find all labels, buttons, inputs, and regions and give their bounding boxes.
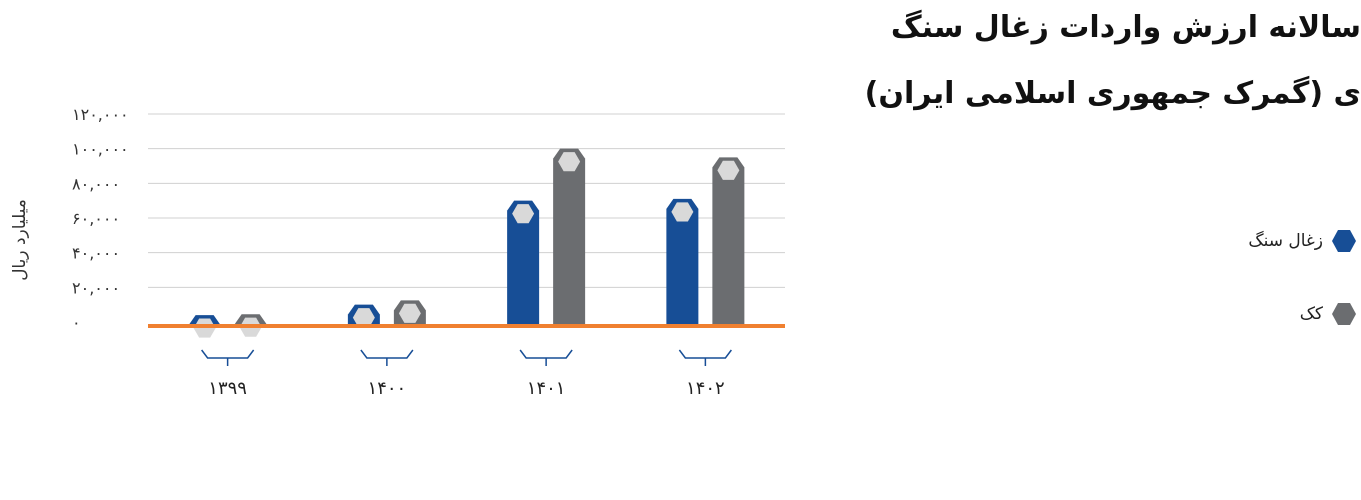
legend-item-coke: کک <box>1300 302 1357 326</box>
y-tick-label: ۸۰,۰۰۰ <box>72 174 120 193</box>
chart-title-line-1: سالانه ارزش واردات زغال سنگ <box>890 10 1361 45</box>
y-tick-label: ۶۰,۰۰۰ <box>72 209 120 228</box>
chart-title-line-2: ی (گمرک جمهوری اسلامی ایران) <box>864 76 1361 111</box>
hexagon-icon <box>1332 303 1356 325</box>
x-tick-label: ۱۴۰۰ <box>368 378 407 399</box>
x-tick-label: ۱۴۰۱ <box>527 378 566 399</box>
bar-coke <box>553 148 586 324</box>
y-tick-label: ۴۰,۰۰۰ <box>72 244 120 263</box>
bar-cap-hexagon <box>558 152 581 172</box>
y-tick-label: ۱۲۰,۰۰۰ <box>72 105 129 124</box>
legend-label-coal: زغال سنگ <box>1248 231 1323 251</box>
hexagon-icon <box>1332 230 1356 252</box>
x-tick-bracket <box>678 349 732 366</box>
y-tick-labels: ۰ ۲۰,۰۰۰ ۴۰,۰۰۰ ۶۰,۰۰۰ ۸۰,۰۰۰ ۱۰۰,۰۰۰ ۱۲۰,۰۰۰ <box>72 105 129 332</box>
x-tick-bracket <box>201 349 255 366</box>
bar-cap-hexagon <box>512 204 535 224</box>
bar-coke <box>712 157 745 324</box>
bar-coal <box>507 200 540 324</box>
y-tick-label: ۲۰,۰۰۰ <box>72 278 120 297</box>
x-tick-label: ۱۴۰۲ <box>686 378 725 399</box>
y-tick-label: ۱۰۰,۰۰۰ <box>72 140 129 159</box>
bar-cap-hexagon <box>193 318 216 338</box>
x-tick-bracket <box>360 349 414 366</box>
legend-item-coal: زغال سنگ <box>1248 229 1357 253</box>
x-tick-label: ۱۳۹۹ <box>208 378 247 399</box>
legend-label-coke: کک <box>1299 304 1323 324</box>
y-tick-label: ۰ <box>72 313 81 332</box>
x-tick-bracket <box>519 349 573 366</box>
bar-cap-hexagon <box>671 202 694 222</box>
bar-coal <box>666 198 699 324</box>
bars <box>188 148 745 338</box>
bar-cap-hexagon <box>352 308 375 328</box>
y-axis-label: میلیارد ریال <box>10 199 30 281</box>
x-tick-labels: ۱۳۹۹ ۱۴۰۰ ۱۴۰۱ ۱۴۰۲ <box>201 349 732 399</box>
bar-cap-hexagon <box>398 303 421 323</box>
bar-cap-hexagon <box>717 160 740 180</box>
